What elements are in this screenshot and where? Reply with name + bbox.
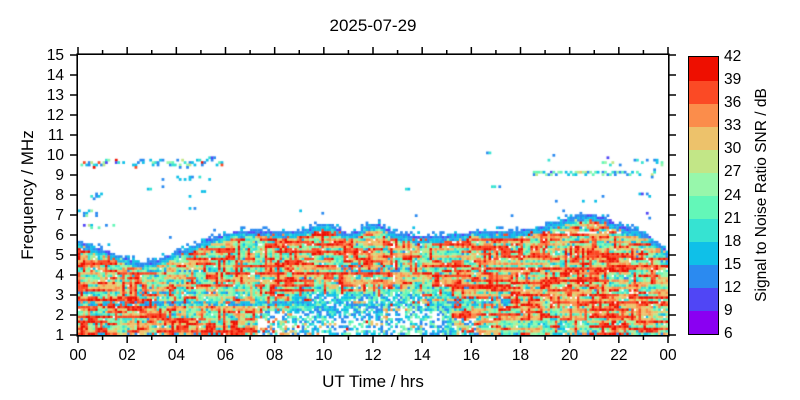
- snr-heatmap-canvas: [78, 55, 668, 335]
- colorbar-tick-label: 15: [724, 255, 742, 273]
- x-tick-label: 18: [511, 347, 530, 364]
- x-tick-label: 22: [610, 347, 628, 364]
- colorbar-segment: [689, 241, 718, 266]
- colorbar-segment: [689, 57, 718, 81]
- colorbar-segment: [689, 264, 718, 289]
- y-tick-label: 15: [46, 47, 64, 64]
- colorbar-tick-label: 9: [724, 301, 733, 319]
- y-tick-label: 5: [55, 247, 64, 264]
- y-tick-label: 2: [55, 307, 64, 324]
- colorbar-segment: [689, 310, 718, 335]
- colorbar-tick-label: 21: [724, 209, 742, 227]
- plot-title: 2025-07-29: [329, 16, 417, 35]
- x-tick-label: 14: [413, 347, 431, 364]
- colorbar-tick-label: 42: [724, 48, 742, 65]
- x-tick-label: 12: [364, 347, 382, 364]
- x-tick-label: 16: [462, 347, 480, 364]
- y-tick-label: 3: [55, 287, 64, 304]
- y-tick-label: 13: [46, 87, 64, 104]
- y-tick-label: 1: [55, 327, 64, 344]
- x-tick-label: 10: [315, 347, 333, 364]
- x-tick-label: 06: [216, 347, 235, 364]
- y-tick-label: 4: [55, 267, 64, 284]
- colorbar-tick-label: 33: [724, 117, 742, 135]
- colorbar-segment: [689, 126, 718, 150]
- y-tick-label: 6: [55, 227, 64, 244]
- y-tick-label: 10: [46, 147, 64, 164]
- y-tick-label: 14: [46, 67, 64, 84]
- x-tick-label: 04: [167, 347, 185, 364]
- colorbar-segment: [689, 103, 718, 127]
- colorbar-label: Signal to Noise Ratio SNR / dB: [753, 88, 770, 302]
- colorbar-tick-label: 30: [724, 140, 742, 158]
- y-tick-label: 11: [47, 127, 64, 144]
- colorbar-tick-label: 12: [724, 278, 742, 296]
- colorbar-tick-label: 24: [724, 186, 742, 204]
- colorbar: [688, 56, 719, 335]
- y-tick-label: 7: [55, 207, 64, 224]
- colorbar-segment: [689, 80, 718, 104]
- colorbar-tick-label: 18: [724, 232, 742, 250]
- colorbar-segment: [689, 218, 718, 243]
- colorbar-segment: [689, 287, 718, 312]
- colorbar-tick-label: 6: [724, 325, 733, 342]
- colorbar-tick-label: 36: [724, 94, 742, 112]
- x-axis-label: UT Time / hrs: [322, 372, 424, 391]
- x-tick-label: 20: [561, 347, 579, 364]
- colorbar-segment: [689, 195, 718, 220]
- x-tick-label: 08: [266, 347, 284, 364]
- x-tick-label: 02: [118, 347, 136, 364]
- colorbar-tick-label: 39: [724, 71, 742, 89]
- y-tick-label: 8: [55, 187, 64, 204]
- x-tick-label: 00: [69, 347, 87, 364]
- x-tick-label: 00: [659, 347, 677, 364]
- colorbar-tick-label: 27: [724, 163, 742, 181]
- y-tick-label: 12: [46, 107, 64, 124]
- colorbar-segment: [689, 149, 718, 173]
- colorbar-segment: [689, 172, 718, 196]
- y-tick-label: 9: [55, 167, 64, 184]
